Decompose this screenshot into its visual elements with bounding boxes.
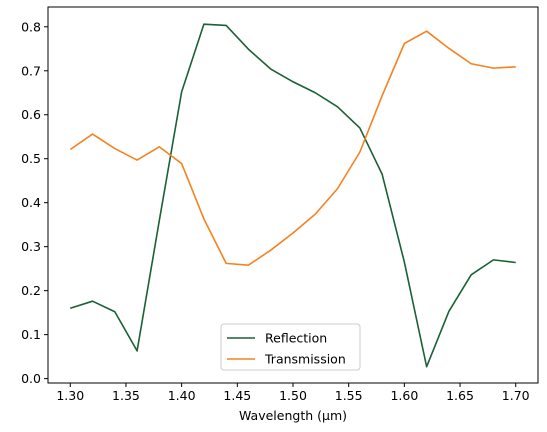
- y-tick-label: 0.2: [21, 283, 41, 298]
- x-tick-label: 1.65: [446, 388, 474, 403]
- x-axis-label: Wavelength (μm): [239, 408, 347, 423]
- y-tick-label: 0.6: [21, 107, 41, 122]
- legend: Reflection Transmission: [220, 323, 361, 371]
- series-line-transmission: [69, 30, 516, 266]
- x-tick-label: 1.45: [223, 388, 251, 403]
- y-axis-ticks: 0.0 0.1 0.2 0.3 0.4 0.5 0.6 0.7 0.8: [21, 19, 48, 386]
- series-line-reflection: [70, 23, 516, 368]
- x-tick-label: 1.60: [390, 388, 418, 403]
- y-tick-label: 0.8: [21, 19, 41, 34]
- y-tick-label: 0.5: [21, 151, 41, 166]
- x-tick-label: 1.40: [168, 388, 196, 403]
- legend-box: [220, 323, 361, 371]
- legend-label-transmission: Transmission: [264, 352, 346, 367]
- series-layer: [69, 23, 516, 368]
- y-tick-label: 0.3: [21, 239, 41, 254]
- y-tick-label: 0.4: [21, 195, 41, 210]
- legend-label-reflection: Reflection: [265, 331, 327, 346]
- x-tick-label: 1.70: [502, 388, 530, 403]
- y-tick-label: 0.1: [21, 327, 41, 342]
- y-tick-label: 0.7: [21, 63, 41, 78]
- x-axis-ticks: 1.30 1.35 1.40 1.45 1.50 1.55 1.60 1.65 1.70: [56, 383, 530, 403]
- x-tick-label: 1.55: [335, 388, 363, 403]
- x-tick-label: 1.50: [279, 388, 307, 403]
- x-tick-label: 1.35: [112, 388, 140, 403]
- x-tick-label: 1.30: [56, 388, 84, 403]
- y-tick-label: 0.0: [21, 371, 41, 386]
